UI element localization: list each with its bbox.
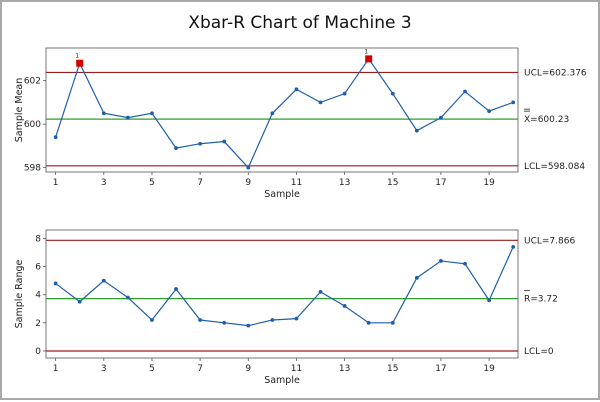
- mean-xtick-label-7: 7: [197, 178, 203, 188]
- range-series-line: [55, 246, 514, 327]
- mean-point-18: [463, 89, 467, 94]
- mean-point-1: [53, 135, 58, 140]
- range-point-2: [77, 299, 82, 304]
- mean-ucl-label: UCL=602.376: [524, 68, 587, 78]
- mean-point-5: [150, 111, 154, 116]
- mean-point-9: [246, 165, 251, 170]
- range-xtick-label-7: 7: [197, 364, 203, 374]
- xbar-r-chart: Xbar-R Chart of Machine 3 UCL=602.376 X=6…: [14, 13, 587, 386]
- mean-xtick-label-15: 15: [387, 178, 398, 188]
- mean-xtick-label-19: 19: [483, 178, 495, 188]
- mean-plot-area: [45, 47, 519, 173]
- mean-xtick-label-3: 3: [101, 178, 107, 188]
- range-point-14: [366, 320, 371, 325]
- mean-center-label: X=600.23: [524, 115, 569, 125]
- range-ytick-label-0: 0: [35, 347, 41, 357]
- range-point-8: [222, 320, 227, 325]
- range-ytick-label-6: 6: [35, 263, 41, 273]
- range-center-label: R=3.72: [524, 295, 558, 305]
- mean-xtick-label-17: 17: [435, 178, 446, 188]
- mean-xtick-label-11: 11: [291, 178, 302, 188]
- range-xlabel: Sample: [264, 375, 300, 386]
- mean-point-8: [222, 139, 227, 144]
- mean-point-4: [125, 115, 130, 120]
- range-point-13: [342, 304, 347, 308]
- range-point-4: [125, 295, 130, 300]
- range-point-18: [463, 261, 467, 266]
- range-point-17: [439, 259, 443, 263]
- mean-series-line: [55, 57, 514, 169]
- mean-point-10: [270, 111, 275, 116]
- mean-point-12: [318, 100, 323, 105]
- mean-ooc-point-14: [365, 55, 373, 63]
- range-point-11: [294, 316, 299, 321]
- range-point-12: [318, 289, 323, 294]
- mean-xtick-label-9: 9: [245, 178, 251, 188]
- range-lcl-label: LCL=0: [524, 347, 554, 357]
- range-point-9: [246, 323, 251, 328]
- range-ylabel: Sample Range: [14, 259, 25, 328]
- range-xtick-label-15: 15: [387, 364, 398, 374]
- range-xtick-label-17: 17: [435, 364, 446, 374]
- mean-point-19: [487, 109, 492, 113]
- mean-point-17: [439, 115, 443, 120]
- mean-point-3: [101, 111, 106, 116]
- range-ytick-label-4: 4: [35, 291, 41, 301]
- range-ytick-label-8: 8: [35, 234, 41, 244]
- mean-xlabel: Sample: [264, 189, 300, 200]
- range-xtick-label-19: 19: [483, 364, 495, 374]
- range-xtick-label-11: 11: [291, 364, 302, 374]
- mean-point-11: [294, 87, 299, 92]
- mean-ooc-label-14: 1: [364, 48, 368, 55]
- mean-xtick-label-13: 13: [339, 178, 350, 188]
- range-point-3: [101, 278, 106, 283]
- mean-ytick-label-598: 598: [24, 164, 41, 174]
- mean-ooc-point-2: [76, 59, 84, 67]
- mean-ytick-label-602: 602: [24, 77, 41, 87]
- range-point-7: [198, 318, 203, 322]
- range-ucl-label: UCL=7.866: [524, 236, 575, 246]
- mean-point-6: [174, 146, 178, 150]
- mean-ytick-label-600: 600: [24, 120, 41, 130]
- range-xtick-label-9: 9: [245, 364, 251, 374]
- range-xtick-label-5: 5: [149, 364, 155, 374]
- range-point-5: [150, 318, 154, 322]
- mean-point-13: [342, 91, 347, 96]
- range-xtick-label-13: 13: [339, 364, 350, 374]
- mean-point-7: [198, 141, 203, 146]
- mean-ooc-label-2: 1: [75, 53, 79, 60]
- range-xtick-label-3: 3: [101, 364, 107, 374]
- chart-title: Xbar-R Chart of Machine 3: [188, 13, 411, 33]
- mean-lcl-label: LCL=598.084: [524, 162, 585, 172]
- range-point-15: [390, 320, 395, 325]
- range-point-10: [270, 318, 275, 322]
- range-point-1: [53, 281, 58, 286]
- mean-ylabel: Sample Mean: [14, 78, 25, 143]
- range-point-6: [174, 287, 178, 291]
- range-point-20: [511, 244, 516, 249]
- mean-xtick-label-1: 1: [53, 178, 59, 188]
- range-point-19: [487, 298, 492, 303]
- mean-xtick-label-5: 5: [149, 178, 155, 188]
- mean-point-16: [414, 128, 419, 133]
- range-plot-area: [45, 229, 519, 359]
- mean-point-20: [511, 100, 516, 105]
- range-ytick-label-2: 2: [35, 319, 41, 329]
- range-xtick-label-1: 1: [53, 364, 59, 374]
- range-point-16: [414, 275, 419, 280]
- mean-point-15: [390, 91, 395, 96]
